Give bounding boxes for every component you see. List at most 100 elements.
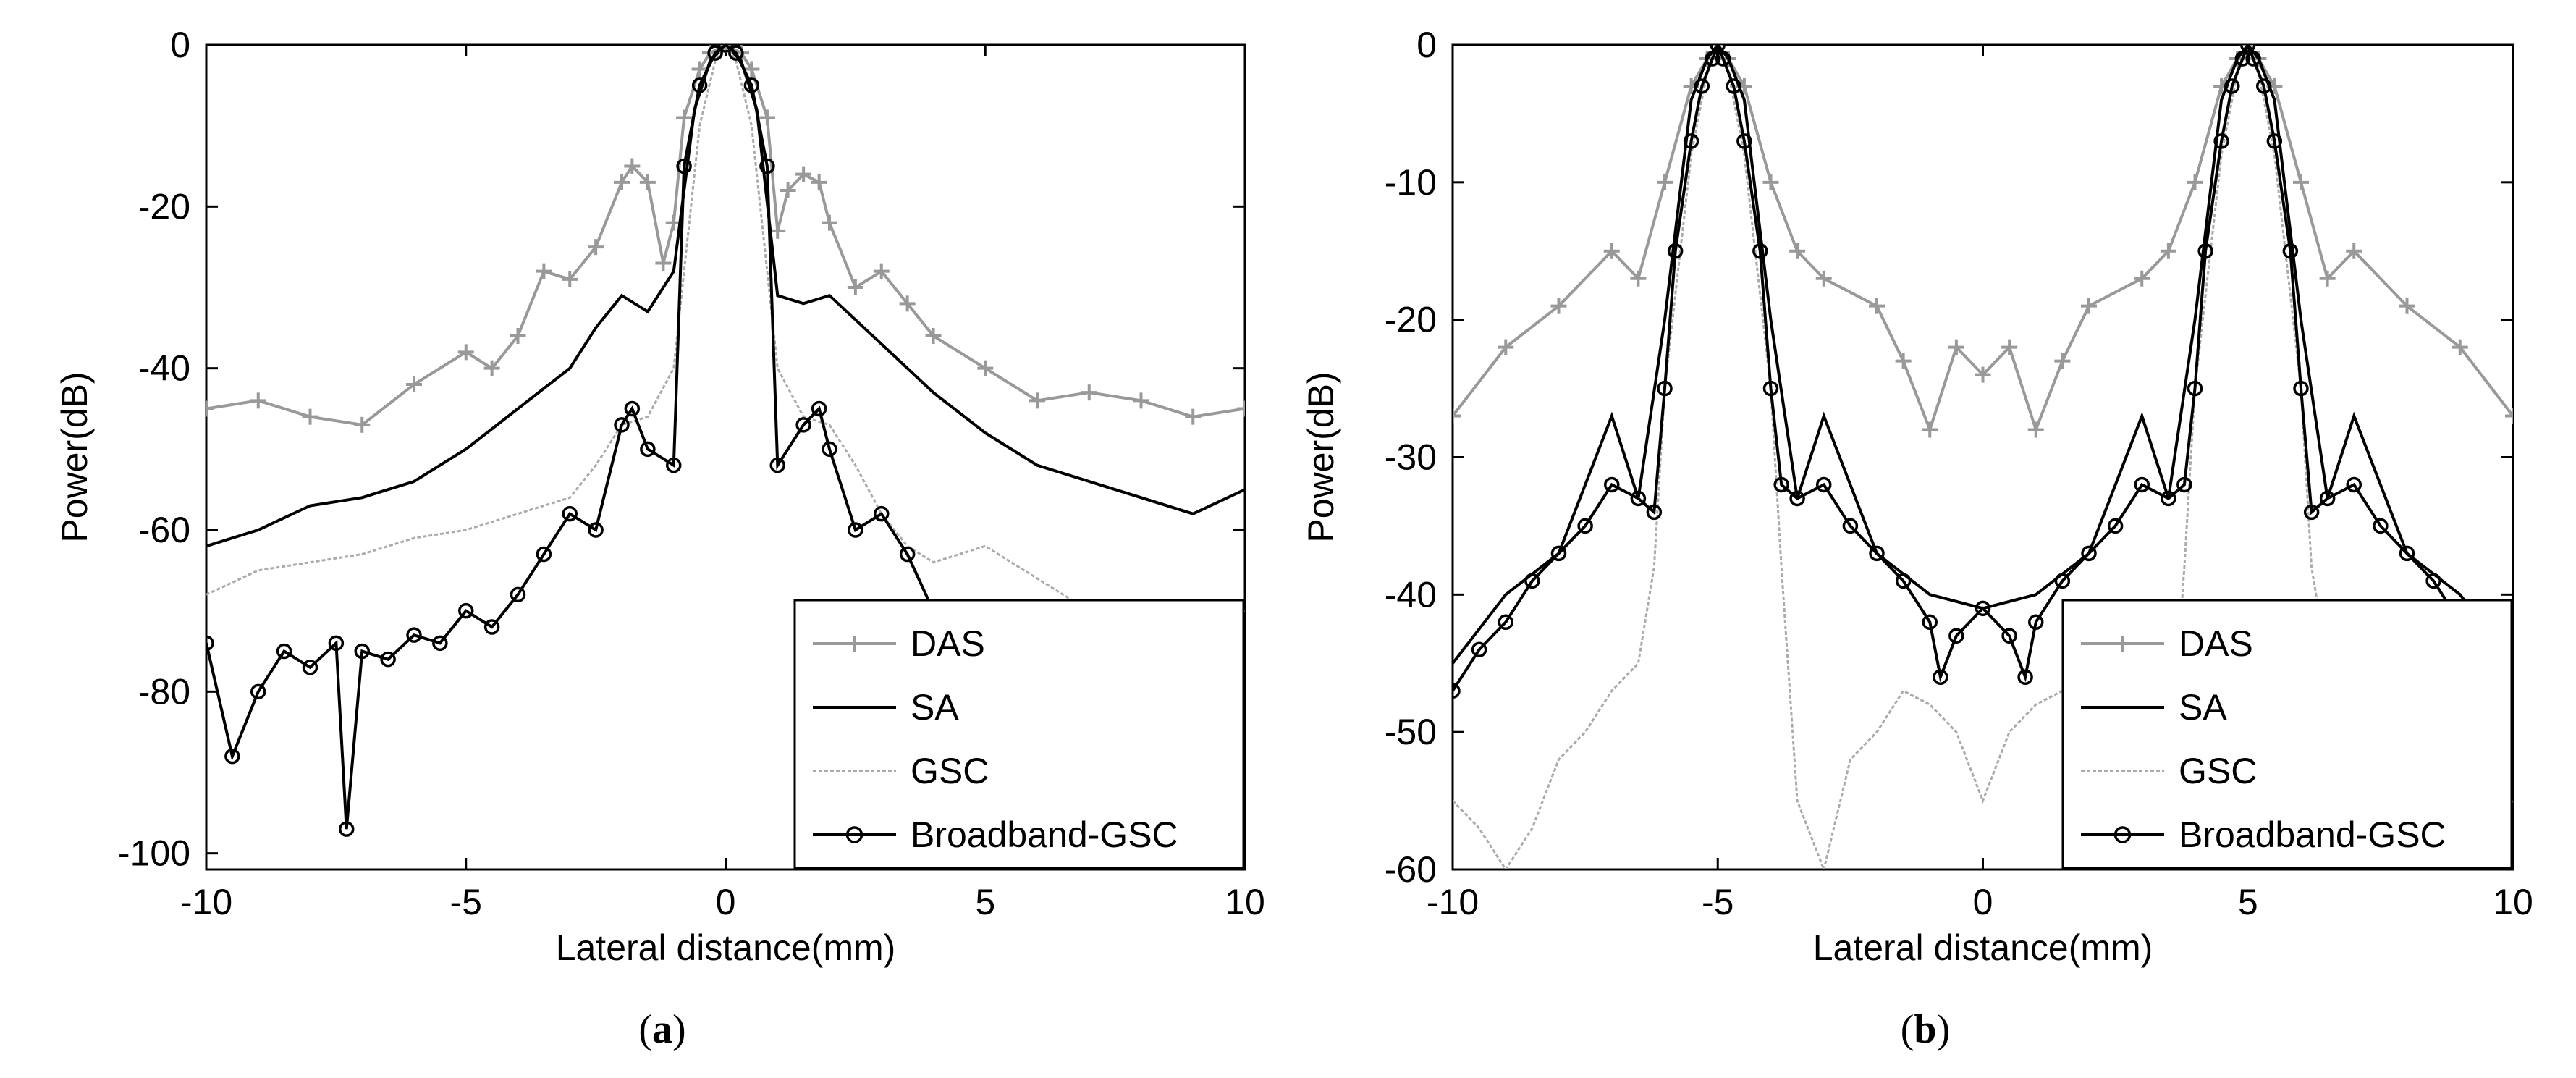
legend-marker: [2113, 826, 2132, 843]
data-point-das: [1630, 270, 1647, 287]
data-point-das: [2319, 270, 2336, 287]
data-point-das: [250, 392, 266, 409]
data-point-das: [624, 158, 641, 174]
data-point-broadband-gsc: [676, 158, 692, 174]
legend-marker: [845, 826, 863, 843]
x-tick-label: -5: [450, 882, 482, 922]
data-point-das: [2160, 243, 2176, 259]
data-point-broadband-gsc: [1705, 51, 1720, 67]
data-point-das: [847, 279, 863, 295]
legend-label-das: DAS: [911, 623, 985, 664]
data-point-broadband-gsc: [822, 441, 837, 458]
y-tick-label: -10: [1385, 162, 1437, 203]
data-point-das: [2054, 353, 2071, 369]
data-point-das: [822, 214, 837, 231]
data-point-broadband-gsc: [2054, 573, 2071, 589]
data-point-das: [1789, 243, 1806, 259]
data-point-broadband-gsc: [769, 457, 785, 473]
data-point-das: [1185, 408, 1202, 425]
y-tick-label: -40: [1385, 574, 1437, 615]
x-tick-label: 10: [1225, 882, 1265, 922]
data-point-broadband-gsc: [1726, 78, 1741, 94]
data-point-das: [2027, 421, 2044, 438]
data-point-das: [1948, 339, 1964, 355]
data-point-das: [925, 328, 942, 344]
data-point-broadband-gsc: [1657, 380, 1673, 397]
data-point-broadband-gsc: [432, 635, 448, 652]
legend-label-das: DAS: [2179, 623, 2253, 664]
data-point-das: [354, 416, 371, 433]
data-point-broadband-gsc: [588, 522, 604, 538]
y-tick-label: 0: [170, 25, 190, 65]
data-point-broadband-gsc: [759, 158, 775, 174]
data-point-broadband-gsc: [1710, 45, 1726, 53]
data-point-broadband-gsc: [2293, 380, 2309, 397]
data-point-broadband-gsc: [1524, 573, 1540, 589]
data-point-das: [1815, 270, 1832, 287]
legend-label-broadband-gsc: Broadband-GSC: [2179, 814, 2446, 855]
data-point-das: [811, 174, 827, 190]
data-point-das: [1922, 421, 1938, 438]
data-point-das: [1975, 366, 1991, 383]
data-point-broadband-gsc: [1816, 476, 1832, 493]
data-point-broadband-gsc: [1715, 51, 1731, 67]
data-point-broadband-gsc: [743, 77, 760, 93]
data-point-broadband-gsc: [458, 602, 474, 619]
legend: DAS SA GSC Broadband-GSC: [2061, 599, 2513, 869]
data-point-das: [2505, 408, 2513, 424]
data-point-broadband-gsc: [640, 441, 656, 458]
data-point-das: [1550, 298, 1567, 314]
legend: DAS SA GSC Broadband-GSC: [793, 599, 1245, 869]
data-point-das: [1081, 384, 1097, 401]
legend-label-sa: SA: [911, 687, 959, 728]
data-point-broadband-gsc: [2187, 380, 2203, 397]
data-point-broadband-gsc: [2245, 51, 2261, 67]
y-tick-label: -50: [1385, 712, 1437, 752]
data-point-broadband-gsc: [707, 45, 723, 61]
data-point-broadband-gsc: [1773, 476, 1789, 493]
data-point-broadband-gsc: [2224, 78, 2240, 94]
data-point-broadband-gsc: [510, 586, 526, 603]
x-tick-label: 5: [975, 882, 995, 922]
data-point-das: [899, 295, 916, 312]
data-point-broadband-gsc: [2161, 490, 2176, 507]
y-tick-label: -30: [1385, 437, 1437, 478]
data-point-broadband-gsc: [874, 505, 890, 522]
data-point-broadband-gsc: [1683, 133, 1699, 149]
data-point-das: [873, 263, 890, 279]
data-point-broadband-gsc: [2240, 45, 2256, 53]
y-tick-label: -60: [1385, 849, 1437, 890]
data-point-broadband-gsc: [2197, 243, 2213, 259]
data-point-broadband-gsc: [717, 45, 734, 53]
data-point-das: [562, 271, 578, 287]
data-point-das: [2081, 298, 2097, 314]
data-point-das: [406, 376, 422, 392]
data-point-das: [977, 360, 994, 376]
data-point-das: [743, 61, 760, 77]
data-point-das: [483, 360, 500, 376]
y-tick-label: -20: [138, 186, 190, 227]
data-point-broadband-gsc: [206, 635, 214, 652]
data-point-das: [206, 400, 214, 417]
series-group: [1453, 45, 2513, 869]
data-point-broadband-gsc: [624, 400, 641, 417]
data-point-broadband-gsc: [1789, 490, 1805, 507]
series-line-gsc: [1453, 45, 2513, 869]
data-point-broadband-gsc: [2346, 476, 2362, 493]
data-point-broadband-gsc: [562, 505, 578, 522]
x-tick-label: -10: [180, 882, 232, 922]
y-tick-label: -60: [138, 510, 190, 550]
series-line-das: [206, 45, 1245, 426]
data-point-broadband-gsc: [666, 457, 682, 473]
panel-caption: (b): [1901, 1007, 1950, 1052]
data-point-broadband-gsc: [338, 821, 355, 837]
data-point-broadband-gsc: [811, 400, 827, 417]
data-point-broadband-gsc: [2303, 504, 2320, 521]
x-tick-label: 0: [716, 882, 736, 922]
x-tick-label: -10: [1427, 882, 1479, 922]
data-point-broadband-gsc: [2213, 133, 2229, 149]
data-point-broadband-gsc: [483, 619, 500, 635]
data-point-das: [2399, 298, 2415, 314]
